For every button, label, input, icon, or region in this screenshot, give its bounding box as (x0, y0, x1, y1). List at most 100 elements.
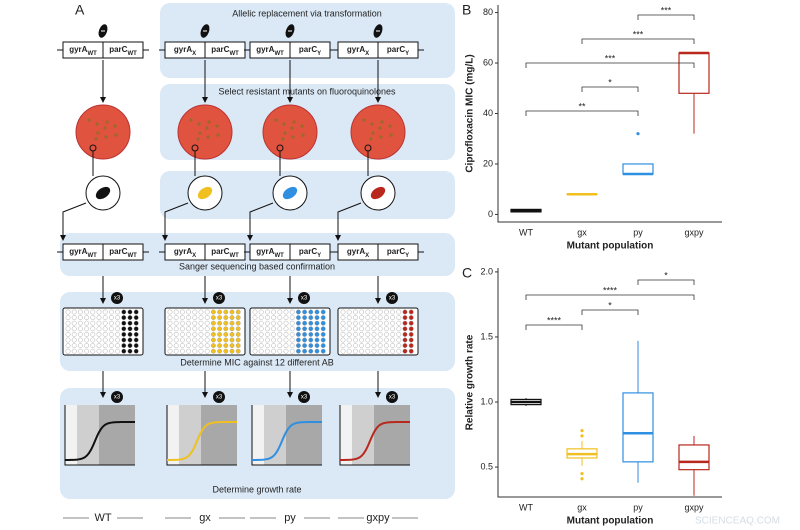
genotype-box: gyrAWT parCWT (57, 243, 149, 261)
well (90, 326, 96, 332)
significance-label: * (608, 77, 612, 87)
well (179, 337, 185, 343)
well (320, 337, 326, 343)
well (235, 320, 241, 326)
replicate-badge (111, 391, 123, 403)
well (173, 343, 179, 348)
strain-label: WT (94, 512, 111, 524)
well (223, 337, 229, 343)
well (210, 320, 216, 326)
well (133, 320, 139, 326)
x-tick-label: py (633, 227, 643, 237)
well (121, 343, 127, 348)
colony (370, 122, 374, 126)
well (115, 348, 121, 354)
well (258, 348, 264, 354)
well (277, 315, 283, 320)
well (186, 309, 192, 315)
allele: WT (87, 253, 97, 259)
strain-label: gxpy (366, 512, 390, 524)
well (346, 320, 352, 326)
well (252, 320, 258, 326)
well (186, 343, 192, 348)
well (314, 348, 320, 354)
gene-name: parC (387, 247, 405, 256)
well (78, 331, 83, 337)
phase-exp (264, 405, 286, 465)
well (352, 348, 358, 354)
well (252, 315, 258, 320)
well (402, 320, 408, 326)
genotype-box: gyrAX parCY (332, 243, 424, 261)
well (90, 309, 96, 315)
genotype-box: gyrAWT parCWT (57, 41, 149, 59)
colony (215, 124, 219, 128)
well (346, 315, 352, 320)
well (396, 331, 402, 337)
colony (87, 118, 91, 122)
well (173, 309, 179, 315)
well (198, 326, 204, 332)
well (258, 309, 264, 315)
well (179, 320, 185, 326)
well (320, 343, 326, 348)
well (377, 320, 383, 326)
well (289, 326, 295, 332)
well (186, 320, 192, 326)
well (302, 320, 307, 326)
well (235, 343, 241, 348)
well (396, 348, 402, 354)
well (371, 320, 377, 326)
well (402, 348, 408, 354)
significance-label: **** (547, 315, 562, 325)
well (314, 315, 320, 320)
well (352, 315, 358, 320)
well (346, 309, 352, 315)
well (377, 343, 383, 348)
significance-bracket (581, 38, 695, 44)
well (308, 320, 314, 326)
well (65, 348, 71, 354)
replicate-label: x3 (114, 395, 121, 401)
agar-plate (350, 104, 406, 160)
well (121, 348, 127, 354)
gene-label: gyrAX (174, 247, 196, 258)
axes (251, 405, 322, 466)
well (402, 331, 408, 337)
outlier (580, 434, 584, 438)
well (96, 320, 102, 326)
gene-label: gyrAWT (256, 45, 284, 56)
well (210, 326, 216, 332)
well (167, 315, 173, 320)
colony (380, 120, 384, 124)
well (71, 315, 77, 320)
well (314, 320, 320, 326)
well (365, 348, 371, 354)
well (340, 326, 346, 332)
agar-plate (262, 104, 318, 160)
well (277, 348, 283, 354)
well (102, 326, 108, 332)
well (102, 315, 108, 320)
colony (281, 137, 285, 141)
well (133, 343, 139, 348)
well (204, 337, 210, 343)
well (264, 320, 270, 326)
axes (166, 405, 237, 466)
well (359, 320, 364, 326)
well (192, 348, 198, 354)
well (371, 343, 377, 348)
colony (362, 118, 366, 122)
well (96, 331, 102, 337)
significance-bracket (525, 294, 695, 300)
significance-label: *** (633, 29, 644, 39)
well (371, 337, 377, 343)
well (198, 348, 204, 354)
well (352, 331, 358, 337)
well (352, 326, 358, 332)
well (84, 320, 90, 326)
well (308, 348, 314, 354)
well (402, 337, 408, 343)
well (377, 315, 383, 320)
